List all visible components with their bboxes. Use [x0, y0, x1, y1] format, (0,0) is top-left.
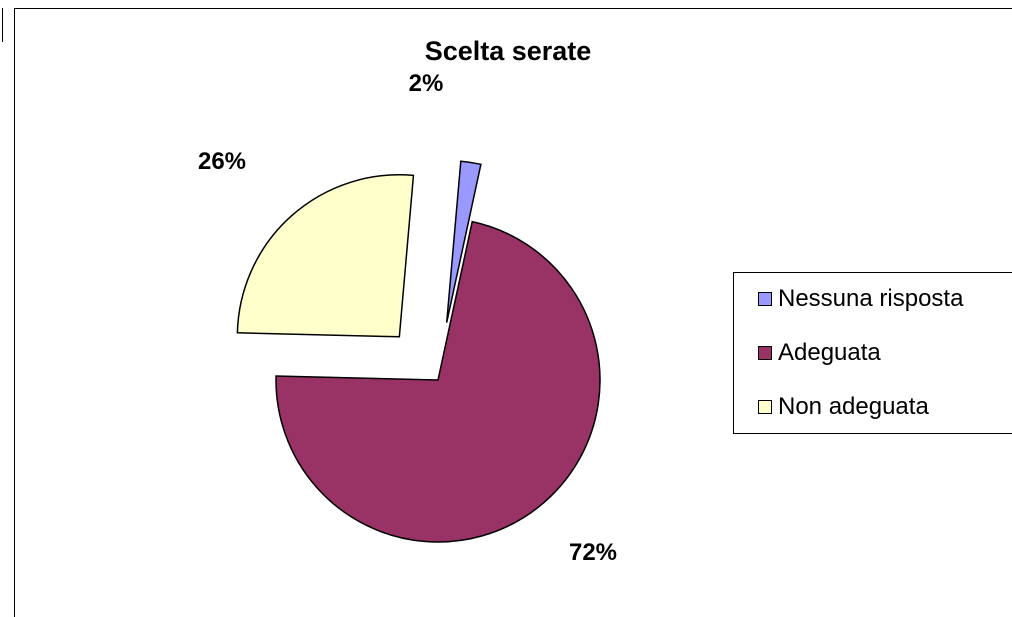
chart-title: Scelta serate [425, 36, 592, 66]
pie-slice-nessuna-risposta [445, 160, 482, 323]
legend-item-nessuna-risposta: Nessuna risposta [758, 285, 964, 312]
legend-label: Non adeguata [778, 393, 929, 420]
slice-label-adeguata: 72% [569, 539, 617, 566]
slice-label-nessuna-risposta: 2% [409, 70, 444, 97]
legend-swatch-adeguata [758, 346, 772, 360]
frame-corner-mark [0, 8, 3, 42]
pie-slice-adeguata [275, 220, 601, 543]
chart-area [14, 8, 1012, 617]
legend-item-non-adeguata: Non adeguata [758, 393, 929, 420]
legend: Nessuna risposta Adeguata Non adeguata [733, 272, 1012, 434]
pie-slice-non-adeguata [236, 174, 415, 338]
legend-swatch-non-adeguata [758, 400, 772, 414]
legend-label: Nessuna risposta [778, 285, 964, 312]
legend-label: Adeguata [778, 339, 881, 366]
legend-item-adeguata: Adeguata [758, 339, 881, 366]
legend-swatch-nessuna-risposta [758, 292, 772, 306]
slice-label-non-adeguata: 26% [198, 148, 246, 175]
